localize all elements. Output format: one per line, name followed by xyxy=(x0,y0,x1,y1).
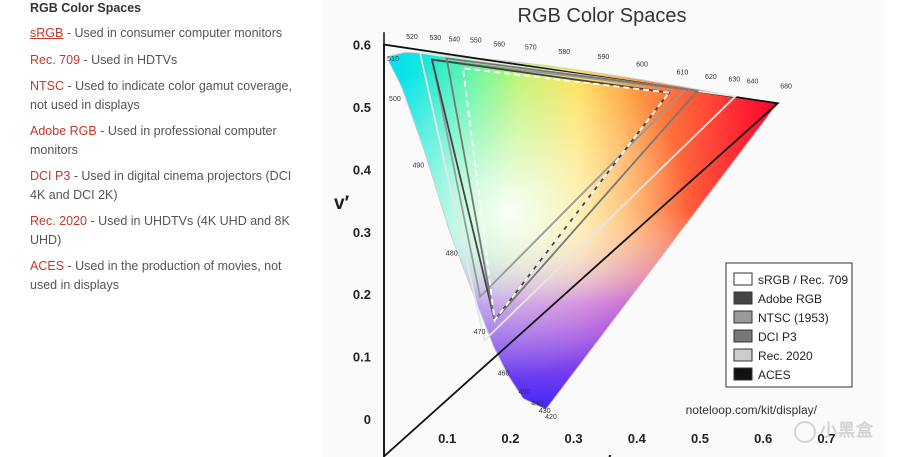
y-tick-label: 0 xyxy=(364,412,371,427)
x-tick-label: 0.5 xyxy=(691,431,709,446)
wavelength-label: 560 xyxy=(493,41,505,48)
srgb-triangle xyxy=(461,67,671,323)
aces-link[interactable]: ACES xyxy=(30,259,65,273)
wavelength-label: 640 xyxy=(747,78,759,85)
list-item-ntsc: NTSC - Used to indicate color gamut cove… xyxy=(30,77,300,114)
legend-label: NTSC (1953) xyxy=(758,311,829,325)
x-tick-label: 0.6 xyxy=(754,431,772,446)
srgb-description: - Used in consumer computer monitors xyxy=(63,26,283,40)
wavelength-label: 440 xyxy=(531,400,543,407)
legend-label: Rec. 2020 xyxy=(758,349,813,363)
y-tick-label: 0.1 xyxy=(353,350,371,365)
y-axis-ticks: 0 0.1 0.2 0.3 0.4 0.5 0.6 xyxy=(353,38,372,427)
wavelength-label: 470 xyxy=(474,329,486,336)
adobe-rgb-link[interactable]: Adobe RGB xyxy=(30,124,97,138)
legend-label: DCI P3 xyxy=(758,330,797,344)
wavelength-label: 590 xyxy=(598,54,610,61)
legend-label: Adobe RGB xyxy=(758,292,822,306)
srgb-link[interactable]: sRGB xyxy=(30,26,64,40)
rec709-link[interactable]: Rec. 709 xyxy=(30,52,81,67)
x-axis-ticks: 0.1 0.2 0.3 0.4 0.5 0.6 0.7 xyxy=(438,431,835,446)
wavelength-label: 630 xyxy=(728,76,740,83)
wavelength-label: 620 xyxy=(705,74,717,81)
list-item-rec2020: Rec. 2020 - Used in UHDTVs (4K UHD and 8… xyxy=(30,212,300,249)
wavelength-label: 530 xyxy=(430,35,442,42)
watermark: 小黑盒 xyxy=(794,416,874,443)
wavelength-label: 490 xyxy=(412,163,424,170)
watermark-logo-icon xyxy=(794,421,816,443)
credit-text: noteloop.com/kit/display/ xyxy=(686,403,818,417)
y-tick-label: 0.2 xyxy=(353,287,371,302)
legend-label: sRGB / Rec. 709 xyxy=(758,273,848,287)
wavelength-label: 480 xyxy=(446,251,458,258)
ntsc-link[interactable]: NTSC xyxy=(30,79,65,93)
watermark-text: 小黑盒 xyxy=(820,421,874,441)
wavelength-label: 460 xyxy=(498,370,510,377)
wavelength-label: 680 xyxy=(780,83,792,90)
rec709-description: - Used in HDTVs xyxy=(80,52,178,67)
legend-swatch xyxy=(733,272,753,286)
x-tick-label: 0.3 xyxy=(565,431,583,446)
list-heading: RGB Color Spaces xyxy=(30,1,142,15)
y-axis-label: v′ xyxy=(334,193,350,214)
list-item-rec709: Rec. 709 - Used in HDTVs xyxy=(30,51,300,70)
chart-title: RGB Color Spaces xyxy=(518,5,687,27)
wavelength-label: 610 xyxy=(677,70,689,77)
list-item-adobe-rgb: Adobe RGB - Used in professional compute… xyxy=(30,122,300,159)
dci-p3-link[interactable]: DCI P3 xyxy=(30,169,71,183)
legend-label: ACES xyxy=(758,368,791,382)
ntsc-triangle xyxy=(430,58,688,299)
spectral-locus-outline xyxy=(388,51,779,411)
list-item-aces: ACES - Used in the production of movies,… xyxy=(30,257,300,294)
x-tick-label: 0.1 xyxy=(438,431,456,446)
color-space-list: RGB Color Spaces sRGB - Used in consumer… xyxy=(30,0,300,302)
list-item-srgb: sRGB - Used in consumer computer monitor… xyxy=(30,24,300,43)
legend-swatch xyxy=(733,367,753,381)
spectral-locus-fill xyxy=(389,52,777,410)
legend-swatch xyxy=(733,310,753,324)
wavelength-label: 570 xyxy=(525,45,537,52)
legend-swatch xyxy=(733,348,753,362)
gamut-triangles xyxy=(383,43,780,457)
legend-swatch xyxy=(733,329,753,343)
y-tick-label: 0.5 xyxy=(353,100,371,115)
legend: sRGB / Rec. 709 Adobe RGB NTSC (1953) DCI P… xyxy=(725,262,853,388)
dci-p3-description: - Used in digital cinema projectors (DCI… xyxy=(30,169,292,202)
adobe-rgb-description: - Used in professional computer monitors xyxy=(30,124,277,157)
dci-p3-triangle xyxy=(445,57,700,323)
wavelength-label: 430 xyxy=(539,408,551,415)
rec2020-description: - Used in UHDTVs (4K UHD and 8K UHD) xyxy=(30,214,290,247)
wavelength-label: 550 xyxy=(470,38,482,45)
x-tick-label: 0.7 xyxy=(817,431,835,446)
wavelength-label: 580 xyxy=(558,49,570,56)
x-tick-label: 0.4 xyxy=(628,431,647,446)
wavelength-label: 420 xyxy=(545,414,557,421)
y-tick-label: 0.3 xyxy=(353,225,371,240)
y-tick-label: 0.6 xyxy=(353,38,371,53)
chromaticity-diagram: RGB Color Spaces 0.1 0.2 0.3 0.4 0.5 0.6 0.7 0… xyxy=(322,0,884,457)
wavelength-label: 520 xyxy=(406,34,418,41)
x-axis-label: u′ xyxy=(598,453,612,457)
wavelength-label: 450 xyxy=(519,389,531,396)
aces-description: - Used in the production of movies, not … xyxy=(30,259,282,292)
list-item-dci-p3: DCI P3 - Used in digital cinema projecto… xyxy=(30,167,300,204)
legend-swatch xyxy=(733,291,753,305)
wavelength-label: 510 xyxy=(387,56,399,63)
wavelength-label: 600 xyxy=(636,61,648,68)
x-tick-label: 0.2 xyxy=(501,431,519,446)
wavelength-label: 540 xyxy=(448,36,460,43)
wavelength-label: 500 xyxy=(389,96,401,103)
rec2020-link[interactable]: Rec. 2020 xyxy=(30,214,87,228)
ntsc-description: - Used to indicate color gamut coverage,… xyxy=(30,79,292,112)
chromaticity-svg: RGB Color Spaces 0.1 0.2 0.3 0.4 0.5 0.6 0.7 0… xyxy=(334,5,853,457)
y-tick-label: 0.4 xyxy=(353,162,372,177)
